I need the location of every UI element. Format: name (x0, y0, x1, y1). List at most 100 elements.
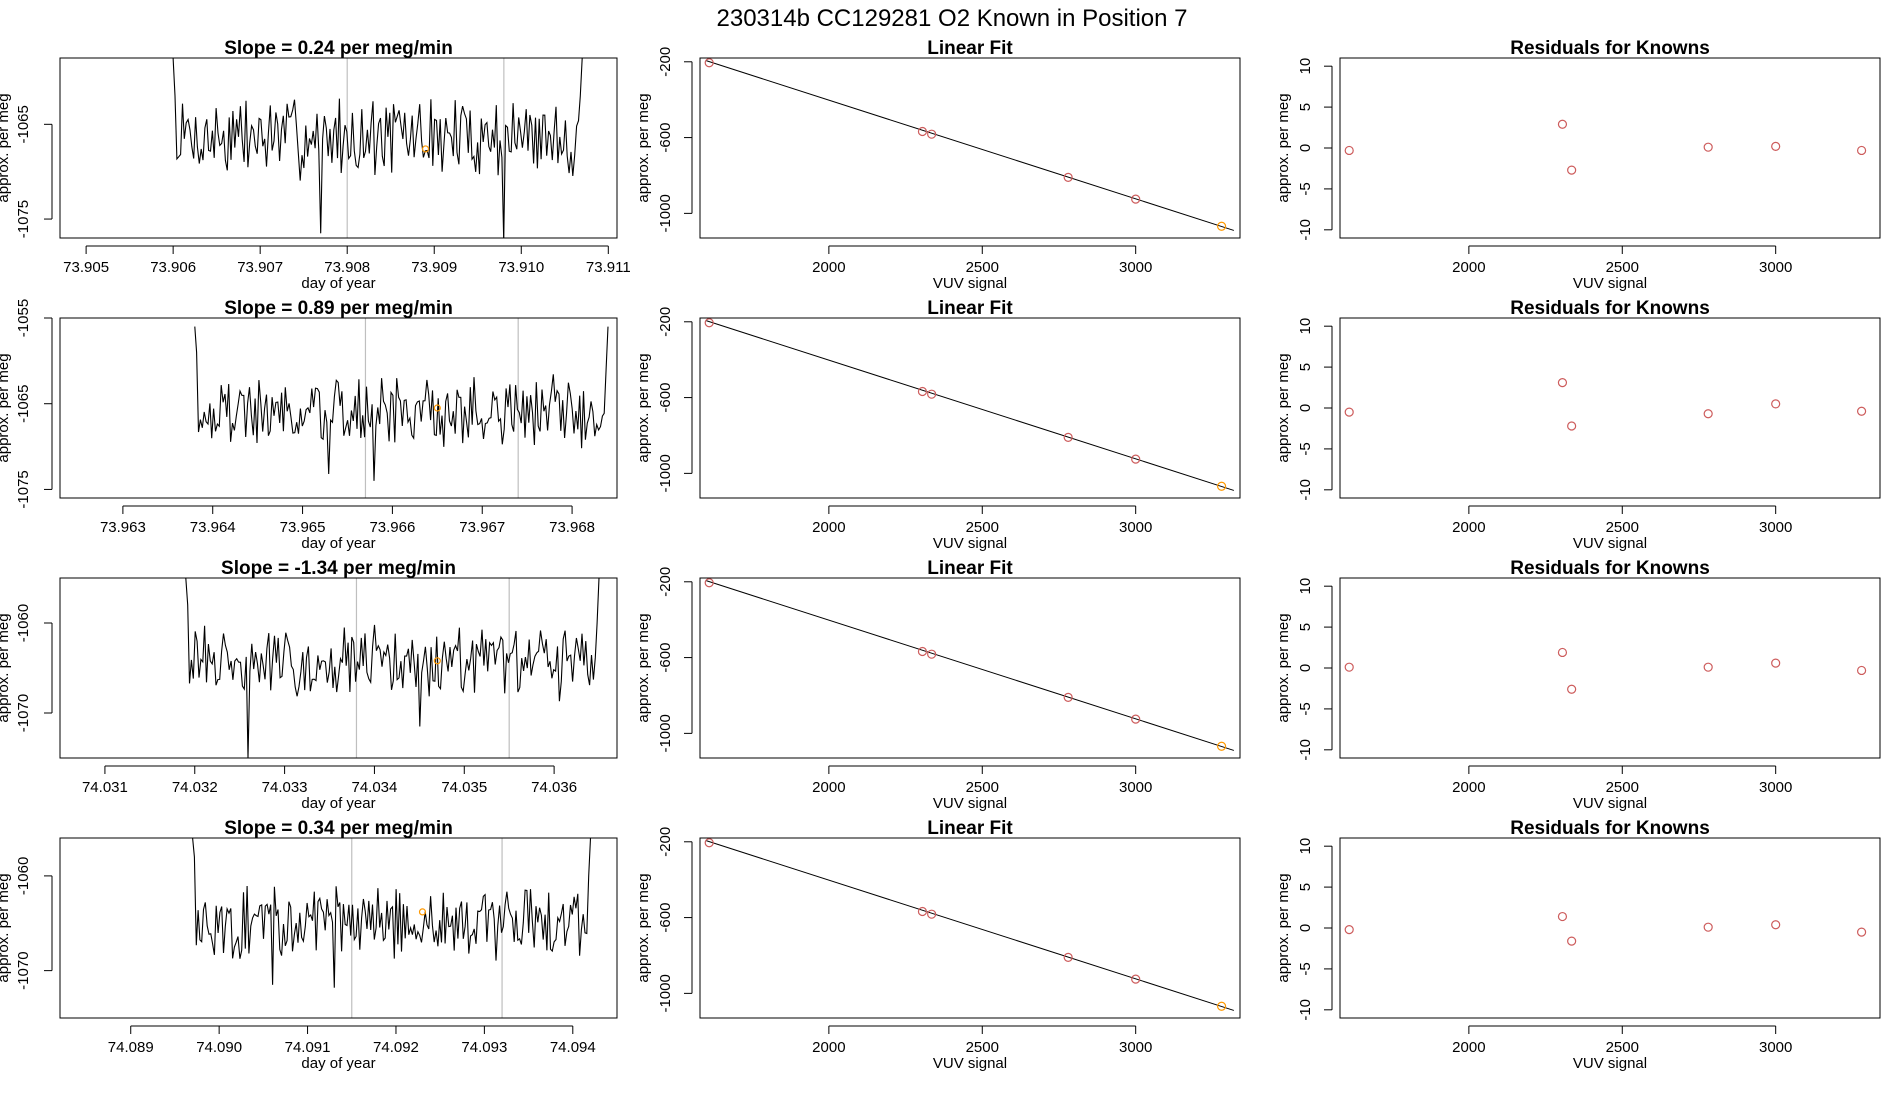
y-tick-label: -10 (1297, 479, 1314, 501)
panel-title: Slope = 0.89 per meg/min (224, 298, 453, 319)
y-tick-label: -10 (1297, 739, 1314, 761)
x-tick-label: 74.094 (550, 1039, 596, 1056)
data-point (1131, 194, 1141, 204)
x-axis-title: VUV signal (933, 795, 1007, 812)
panel-4-1: Slope = 0.34 per meg/min 74.089 74.090 74.0… (0, 818, 618, 1072)
data-point (1703, 922, 1713, 932)
data-point (704, 318, 714, 328)
y-tick-label: -1070 (15, 951, 32, 989)
data-point (1344, 145, 1354, 156)
plot-frame (699, 837, 1241, 1019)
y-tick-label: -200 (657, 47, 674, 77)
panel-title: Slope = 0.24 per meg/min (224, 38, 453, 59)
x-axis-title: VUV signal (933, 275, 1007, 292)
y-tick-label: -1000 (657, 454, 674, 492)
x-tick-label: 2500 (1606, 1039, 1639, 1056)
data-point (704, 58, 714, 68)
y-axis-title: approx. per meg (635, 93, 652, 202)
y-tick-label: -1060 (15, 857, 32, 895)
y-tick-label: 5 (1297, 363, 1314, 371)
panel-1-1: Slope = 0.24 per meg/min 73.905 73.906 73.9… (0, 38, 631, 292)
y-tick-label: 5 (1297, 883, 1314, 891)
highlight-point (1216, 1001, 1227, 1011)
y-tick-label: -600 (657, 903, 674, 933)
x-tick-label: 2500 (1606, 779, 1639, 796)
x-tick-label: 2000 (812, 259, 845, 276)
x-tick-label: 3000 (1119, 259, 1152, 276)
x-tick-label: 73.909 (411, 259, 457, 276)
x-tick-label: 74.089 (108, 1039, 154, 1056)
x-tick-label: 73.968 (549, 519, 595, 536)
x-tick-label: 73.963 (100, 519, 146, 536)
plot-frame (59, 577, 618, 759)
data-point (1856, 145, 1867, 156)
panel-3-1: Slope = -1.34 per meg/min 74.031 74.032 74.… (0, 558, 618, 812)
data-point (1771, 399, 1781, 409)
y-tick-label: -5 (1297, 442, 1314, 455)
panel-2-3: Residuals for Knowns 2000 2500 3000 10 5 0 -5 -1… (1275, 298, 1881, 552)
plot-frame (699, 57, 1241, 239)
plot-frame (699, 317, 1241, 499)
data-point (1771, 920, 1781, 930)
y-axis-title: approx. per meg (635, 613, 652, 722)
plot-frame (1339, 57, 1881, 239)
y-tick-label: 10 (1297, 838, 1314, 855)
data-point (1567, 421, 1577, 431)
x-tick-label: 2000 (1452, 779, 1485, 796)
x-tick-label: 3000 (1119, 519, 1152, 536)
x-tick-label: 74.035 (441, 779, 487, 796)
highlight-point (1216, 741, 1227, 751)
panel-title: Residuals for Knowns (1510, 558, 1710, 579)
x-axis-title: VUV signal (1573, 535, 1647, 552)
plot-frame (1339, 317, 1881, 499)
x-axis-title: day of year (301, 795, 375, 812)
data-point (1063, 692, 1073, 702)
plot-frame (699, 577, 1241, 759)
x-tick-label: 74.093 (461, 1039, 507, 1056)
y-tick-label: 10 (1297, 318, 1314, 335)
x-tick-label: 73.908 (324, 259, 370, 276)
y-tick-label: -1075 (15, 470, 32, 508)
data-point (704, 838, 714, 848)
x-tick-label: 73.967 (459, 519, 505, 536)
plot-area (704, 318, 1235, 491)
data-point (1557, 911, 1568, 922)
y-axis-title: approx. per meg (635, 873, 652, 982)
series-line (172, 58, 583, 238)
data-point (1567, 684, 1577, 694)
x-tick-label: 2500 (1606, 259, 1639, 276)
y-tick-label: 0 (1297, 664, 1314, 672)
panel-title: Linear Fit (927, 38, 1013, 59)
y-tick-label: -5 (1297, 702, 1314, 715)
x-tick-label: 3000 (1759, 779, 1792, 796)
x-axis-title: day of year (301, 275, 375, 292)
y-tick-label: -1075 (15, 200, 32, 238)
x-tick-label: 2000 (1452, 519, 1485, 536)
x-axis-title: VUV signal (933, 1055, 1007, 1072)
x-tick-label: 2500 (966, 779, 999, 796)
highlight-point (433, 404, 441, 412)
x-tick-label: 74.091 (285, 1039, 331, 1056)
y-axis-title: approx. per meg (0, 353, 12, 462)
plot-frame (59, 317, 618, 499)
plot-area (1344, 647, 1867, 694)
panel-title: Residuals for Knowns (1510, 818, 1710, 839)
y-axis-title: approx. per meg (1275, 93, 1292, 202)
plot-frame (59, 837, 618, 1019)
data-point (1856, 665, 1867, 676)
y-tick-label: 5 (1297, 103, 1314, 111)
data-point (1557, 378, 1568, 388)
data-point (1344, 662, 1354, 672)
x-tick-label: 74.036 (531, 779, 577, 796)
panel-1-3: Residuals for Knowns 2000 2500 3000 10 5 0 -5 -1… (1275, 38, 1881, 292)
x-tick-label: 3000 (1119, 1039, 1152, 1056)
y-axis-title: approx. per meg (1275, 873, 1292, 982)
x-tick-label: 73.907 (237, 259, 283, 276)
x-tick-label: 74.092 (373, 1039, 419, 1056)
highlight-point (1216, 481, 1227, 491)
x-tick-label: 2000 (812, 1039, 845, 1056)
plot-area (1344, 119, 1867, 175)
x-tick-label: 74.034 (351, 779, 397, 796)
plot-area (1344, 911, 1867, 946)
x-tick-label: 2500 (1606, 519, 1639, 536)
